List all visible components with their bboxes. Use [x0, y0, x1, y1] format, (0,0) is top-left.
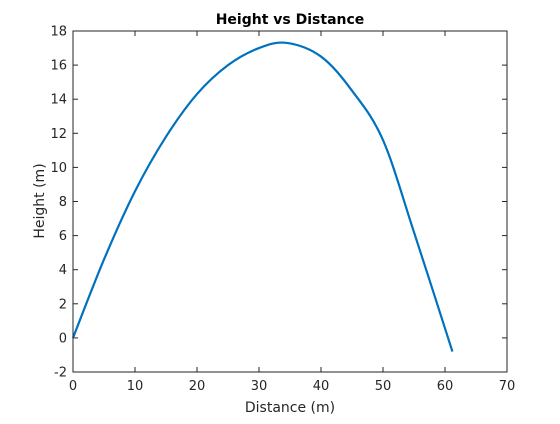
x-tick-label: 40	[313, 379, 330, 394]
y-tick-label: -2	[54, 366, 67, 381]
y-tick-label: 18	[50, 25, 67, 40]
chart-title: Height vs Distance	[216, 12, 365, 28]
series-layer	[71, 41, 454, 352]
y-tick-label: 0	[59, 331, 67, 346]
y-tick-label: 14	[50, 93, 67, 108]
y-tick-label: 8	[59, 195, 67, 210]
x-tick-label: 30	[251, 379, 268, 394]
y-tick-label: 2	[59, 297, 67, 312]
y-tick-label: 10	[50, 161, 67, 176]
x-tick-label: 50	[375, 379, 392, 394]
axes-box	[72, 30, 508, 373]
x-tick-label: 10	[127, 379, 144, 394]
y-tick-label: 16	[50, 59, 67, 74]
series-line-0	[71, 41, 454, 352]
y-tick-label: 6	[59, 229, 67, 244]
x-axis-label: Distance (m)	[245, 400, 335, 416]
x-tick-label: 20	[189, 379, 206, 394]
x-tick-label: 60	[437, 379, 454, 394]
y-tick-label: 12	[50, 127, 67, 142]
x-tick-label: 70	[499, 379, 516, 394]
x-tick-label: 0	[69, 379, 77, 394]
y-axis-label: Height (m)	[32, 163, 48, 238]
y-tick-label: 4	[59, 263, 67, 278]
plot-area-background	[73, 31, 507, 372]
